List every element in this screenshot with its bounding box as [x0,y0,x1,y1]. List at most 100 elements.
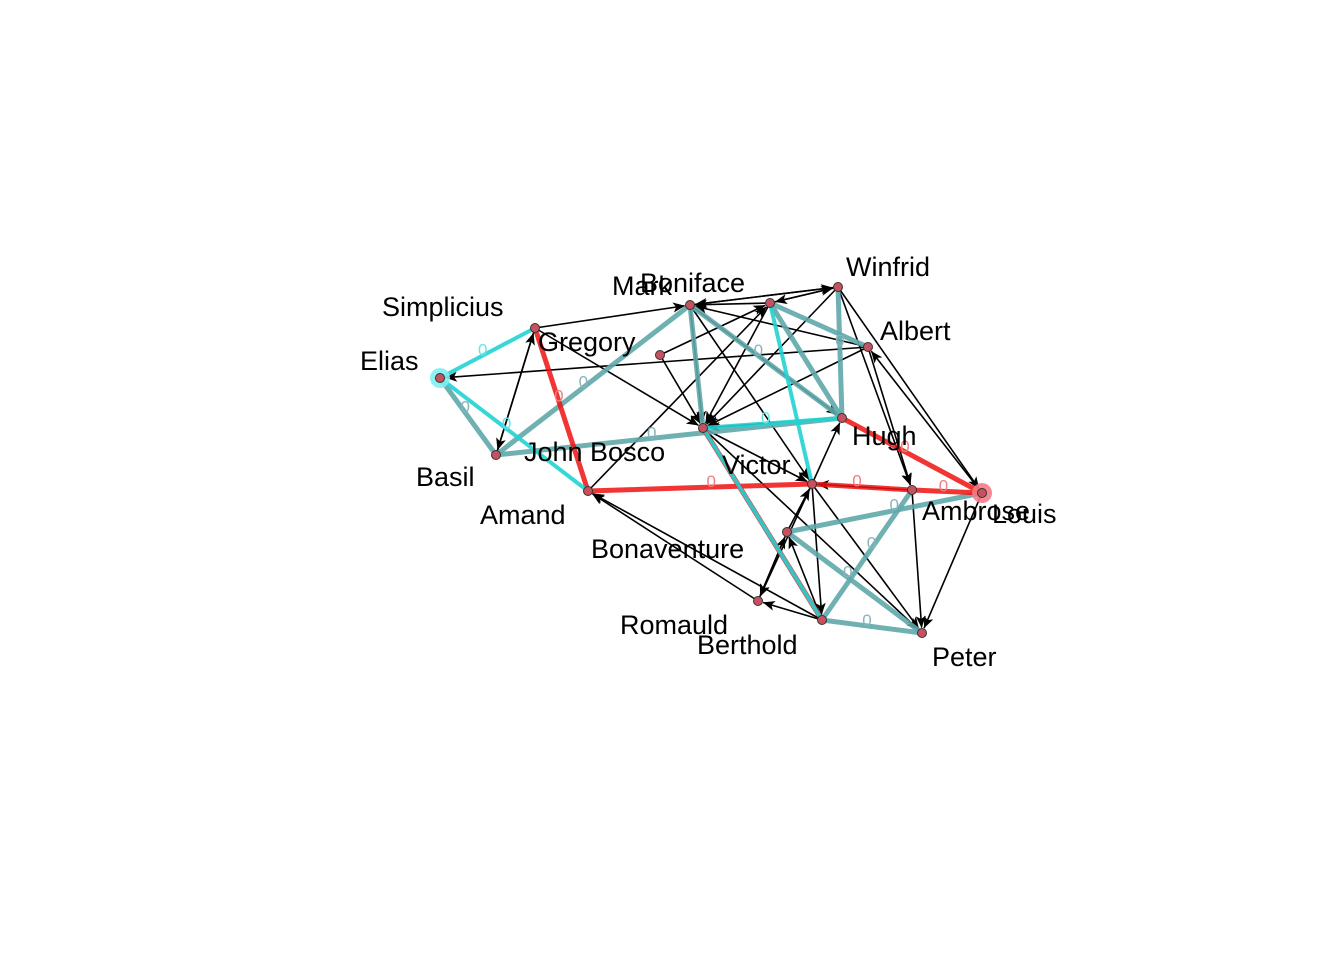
node-label-boniface: Boniface [640,268,745,298]
edge-winfrid-to-john-bosco [706,286,839,425]
edge-elias-to-basil [437,375,499,458]
node-label-peter: Peter [932,642,997,672]
node-label-bonaventure: Bonaventure [591,534,744,564]
edge-boniface-to-mark [694,299,771,310]
edge-label: 0 [706,472,715,491]
edge-boniface-to-hugh [767,300,845,421]
edge-albert-to-elias [444,346,869,382]
edge-hugh-to-louis [839,415,985,496]
edge-boniface-to-albert [767,300,871,350]
node-victor [807,479,817,489]
edge-gregory-to-boniface [659,304,766,356]
edge-ambrose-to-peter [911,489,926,629]
edge-label: 0 [852,472,861,491]
node-berthold [817,615,827,625]
node-gregory [655,350,665,360]
node-label-berthold: Berthold [697,630,798,660]
node-elias [435,373,445,383]
node-label-romauld: Romauld [620,610,728,640]
edge-winfrid-to-mark [694,286,839,308]
edge-basil-to-hugh [493,415,845,458]
edge-berthold-to-romauld [762,601,823,621]
edge-boniface-to-victor [768,301,814,486]
node-basil [491,450,501,460]
edge-simplicius-to-john-bosco [534,327,699,426]
node-label-john-bosco: John Bosco [524,437,665,467]
edge-louis-to-peter [923,492,983,629]
node-louis [977,488,987,498]
edge-victor-to-romauld [759,483,813,597]
edge-label: 0 [554,386,563,405]
edge-john-bosco-to-hugh [701,416,844,430]
node-label-victor: Victor [722,450,791,480]
node-label-simplicius: Simplicius [382,292,504,322]
node-simplicius [530,323,540,333]
node-boniface [765,298,775,308]
edge-label: 0 [502,414,511,433]
edge-label: 0 [478,341,487,360]
edge-ambrose-to-louis [909,487,985,496]
node-label-albert: Albert [880,316,951,346]
edge-ambrose-to-berthold [819,487,915,623]
edge-boniface-to-john-bosco [705,302,771,424]
edge-simplicius-to-amand [532,325,591,494]
edges-layer [437,284,985,636]
edge-bonaventure-to-victor [786,488,811,533]
edge-label: 0 [579,373,588,392]
edge-label: 0 [843,562,852,581]
edge-label: 0 [761,409,770,428]
edge-label: 0 [939,476,948,495]
edge-victor-to-ambrose [809,481,915,493]
edge-albert-to-ambrose [867,346,912,486]
edge-berthold-to-bonaventure [788,536,823,621]
edge-label: 0 [900,437,909,456]
edge-mark-to-john-bosco [687,302,706,431]
edge-label: 0 [867,534,876,553]
edge-john-bosco-to-berthold [701,426,824,622]
node-bonaventure [782,527,792,537]
edge-basil-to-simplicius [495,332,535,456]
edge-berthold-to-amand [592,493,823,621]
edge-label: 0 [890,496,899,515]
edge-berthold-to-peter [819,617,925,636]
node-label-mark: Mark [612,271,672,301]
edge-victor-to-berthold [811,483,826,616]
edge-bonaventure-to-peter [784,529,925,636]
node-hugh [837,413,847,423]
edge-romauld-to-amand [592,493,759,602]
node-john-bosco [698,423,708,433]
node-winfrid [833,282,843,292]
edge-elias-to-amand [438,376,590,493]
edge-label: 0 [460,398,469,417]
node-peter [917,628,927,638]
edge-victor-to-amand [585,481,815,494]
node-label-amand: Amand [480,500,566,530]
edge-gregory-to-john-bosco [659,354,701,424]
node-albert [863,342,873,352]
edge-winfrid-to-boniface [774,286,839,304]
node-label-gregory: Gregory [538,327,636,357]
edge-victor-to-hugh [811,422,841,485]
edge-basil-to-mark [493,302,693,458]
node-mark [685,300,695,310]
edge-label: 0 [862,611,871,630]
edge-simplicius-to-mark [534,302,686,329]
node-label-ambrose: Ambrose [922,496,1030,526]
node-label-louis: Louis [992,499,1057,529]
edge-louis-to-albert [870,350,983,494]
node-ambrose [907,485,917,495]
edge-mark-to-victor [689,304,810,480]
node-romauld [753,596,763,606]
edge-john-bosco-to-victor [702,427,808,483]
edge-louis-to-bonaventure [784,490,985,535]
edge-label: 0 [835,331,844,350]
node-amand [583,486,593,496]
edge-label: 0 [647,423,656,442]
edge-winfrid-to-ambrose [837,286,911,486]
edge-winfrid-to-louis [837,286,980,489]
edge-mark-to-hugh [687,302,845,421]
edge-label: 0 [754,341,763,360]
